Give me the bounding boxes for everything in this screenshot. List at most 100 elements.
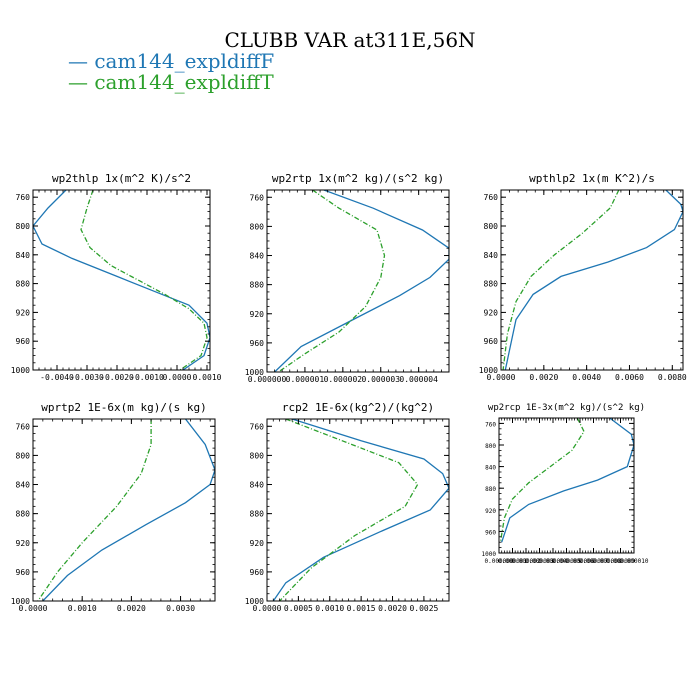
y-tick-label: 840 (16, 251, 31, 260)
y-tick-label: 1000 (11, 366, 30, 375)
y-tick-label: 920 (250, 539, 265, 548)
series-line-1 (272, 419, 449, 601)
y-tick-label: 1000 (482, 551, 497, 558)
x-tick-label: 0.000001 (286, 375, 325, 384)
series-line-1 (42, 419, 215, 601)
panel-3: wpthlp2 1x(m K^2)/s 760 800 840 880 920 960 100… (479, 172, 687, 382)
x-tick-label: 0.000002 (324, 375, 363, 384)
y-tick-label: 920 (250, 310, 265, 319)
x-tick-label: -0.0020 (100, 373, 134, 382)
panels: wp2thlp 1x(m^2 K)/s^2 760 800 840 880 920 960 1… (11, 172, 687, 613)
series-line-2 (37, 419, 152, 601)
x-tick-label: 0.0030 (166, 604, 195, 613)
x-tick-label: 0.000010 (620, 558, 649, 565)
y-tick-label: 880 (250, 281, 265, 290)
plot-frame (500, 189, 684, 371)
panel-title: rcp2 1E-6x(kg^2)/(kg^2) (282, 401, 434, 414)
x-tick-label: 0.000008 (593, 558, 622, 565)
y-tick-label: 880 (485, 486, 496, 493)
x-tick-label: 0.0080 (658, 373, 687, 382)
x-tick-label: 0.000007 (579, 558, 608, 565)
legend-entry-2: — cam144_expldiffT (68, 70, 274, 94)
panel-title: wp2rcp 1E-3x(m^2 kg)/(s^2 kg) (488, 403, 645, 413)
x-tick-label: 0.0000 (163, 373, 192, 382)
y-tick-label: 800 (484, 222, 499, 231)
legend-entry-1: — cam144_expldiffF (68, 49, 274, 73)
panel-4: wprtp2 1E-6x(m kg)/(s kg) 760 800 840 880 920… (11, 401, 216, 613)
y-tick-label: 880 (250, 510, 265, 519)
y-tick-label: 1000 (245, 597, 264, 606)
y-tick-label: 760 (16, 193, 31, 202)
y-tick-label: 760 (484, 193, 499, 202)
y-tick-label: 880 (484, 280, 499, 289)
y-tick-label: 800 (250, 222, 265, 231)
series-line-2 (279, 419, 419, 601)
panel-title: wp2rtp 1x(m^2 kg)/(s^2 kg) (272, 172, 444, 185)
panel-1: wp2thlp 1x(m^2 K)/s^2 760 800 840 880 920 960 1… (11, 172, 222, 382)
plot-frame (266, 189, 450, 373)
y-tick-label: 760 (16, 422, 31, 431)
x-tick-label: 0.0040 (572, 373, 601, 382)
x-tick-label: 0.000001 (498, 558, 527, 565)
y-tick-label: 760 (250, 193, 265, 202)
x-tick-label: -0.0040 (40, 373, 74, 382)
x-tick-label: 0.000002 (512, 558, 541, 565)
series-line-1 (501, 418, 634, 543)
x-tick-label: 0.000009 (606, 558, 635, 565)
x-tick-label: 0.0010 (68, 604, 97, 613)
panel-title: wp2thlp 1x(m^2 K)/s^2 (52, 172, 191, 185)
x-tick-label: 0.000003 (361, 375, 400, 384)
x-tick-label: 0.0010 (193, 373, 222, 382)
y-tick-label: 880 (16, 280, 31, 289)
plot-frame (32, 418, 216, 602)
panel-title: wpthlp2 1x(m K^2)/s (529, 172, 655, 185)
x-tick-label: 0.000006 (566, 558, 595, 565)
y-tick-label: 760 (250, 422, 265, 431)
y-tick-label: 840 (484, 251, 499, 260)
x-tick-label: 0.0010 (315, 604, 344, 613)
y-tick-label: 960 (250, 339, 265, 348)
x-tick-label: 0.0025 (409, 604, 438, 613)
x-tick-label: 0.0000 (487, 373, 516, 382)
x-tick-label: 0.000000 (485, 558, 514, 565)
y-tick-label: 960 (250, 568, 265, 577)
x-tick-label: -0.0030 (70, 373, 104, 382)
x-tick-label: 0.000000 (248, 375, 287, 384)
y-tick-label: 920 (485, 508, 496, 515)
y-tick-label: 840 (250, 481, 265, 490)
x-tick-label: -0.0010 (130, 373, 164, 382)
x-tick-label: 0.0020 (117, 604, 146, 613)
panel-6: wp2rcp 1E-3x(m^2 kg)/(s^2 kg) 760 800 840 88… (482, 403, 649, 565)
y-tick-label: 960 (485, 529, 496, 536)
y-tick-label: 800 (250, 451, 265, 460)
x-tick-label: 0.0020 (378, 604, 407, 613)
y-tick-label: 760 (485, 421, 496, 428)
series-line-1 (504, 190, 683, 370)
y-tick-label: 800 (16, 222, 31, 231)
y-tick-label: 920 (16, 539, 31, 548)
plot-frame (498, 417, 635, 554)
y-tick-label: 840 (250, 252, 265, 261)
y-tick-label: 960 (16, 337, 31, 346)
y-tick-label: 1000 (11, 597, 30, 606)
y-tick-label: 800 (485, 443, 496, 450)
y-tick-label: 880 (16, 510, 31, 519)
series-line-2 (502, 190, 620, 370)
x-tick-label: 0.0000 (253, 604, 282, 613)
x-tick-label: 0.000004 (399, 375, 438, 384)
figure-title: CLUBB VAR at311E,56N (224, 28, 475, 52)
x-tick-label: 0.0015 (347, 604, 376, 613)
y-tick-label: 1000 (245, 368, 264, 377)
series-line-2 (80, 190, 208, 370)
series-line-2 (499, 418, 585, 543)
panel-2: wp2rtp 1x(m^2 kg)/(s^2 kg) 760 800 840 880 92… (245, 172, 450, 384)
plot-frame (32, 189, 211, 371)
series-line-1 (274, 190, 449, 372)
y-tick-label: 960 (484, 337, 499, 346)
y-tick-label: 840 (485, 465, 496, 472)
series-line-2 (278, 190, 386, 372)
x-tick-label: 0.000005 (552, 558, 581, 565)
plot-frame (266, 418, 450, 602)
x-tick-label: 0.0060 (615, 373, 644, 382)
